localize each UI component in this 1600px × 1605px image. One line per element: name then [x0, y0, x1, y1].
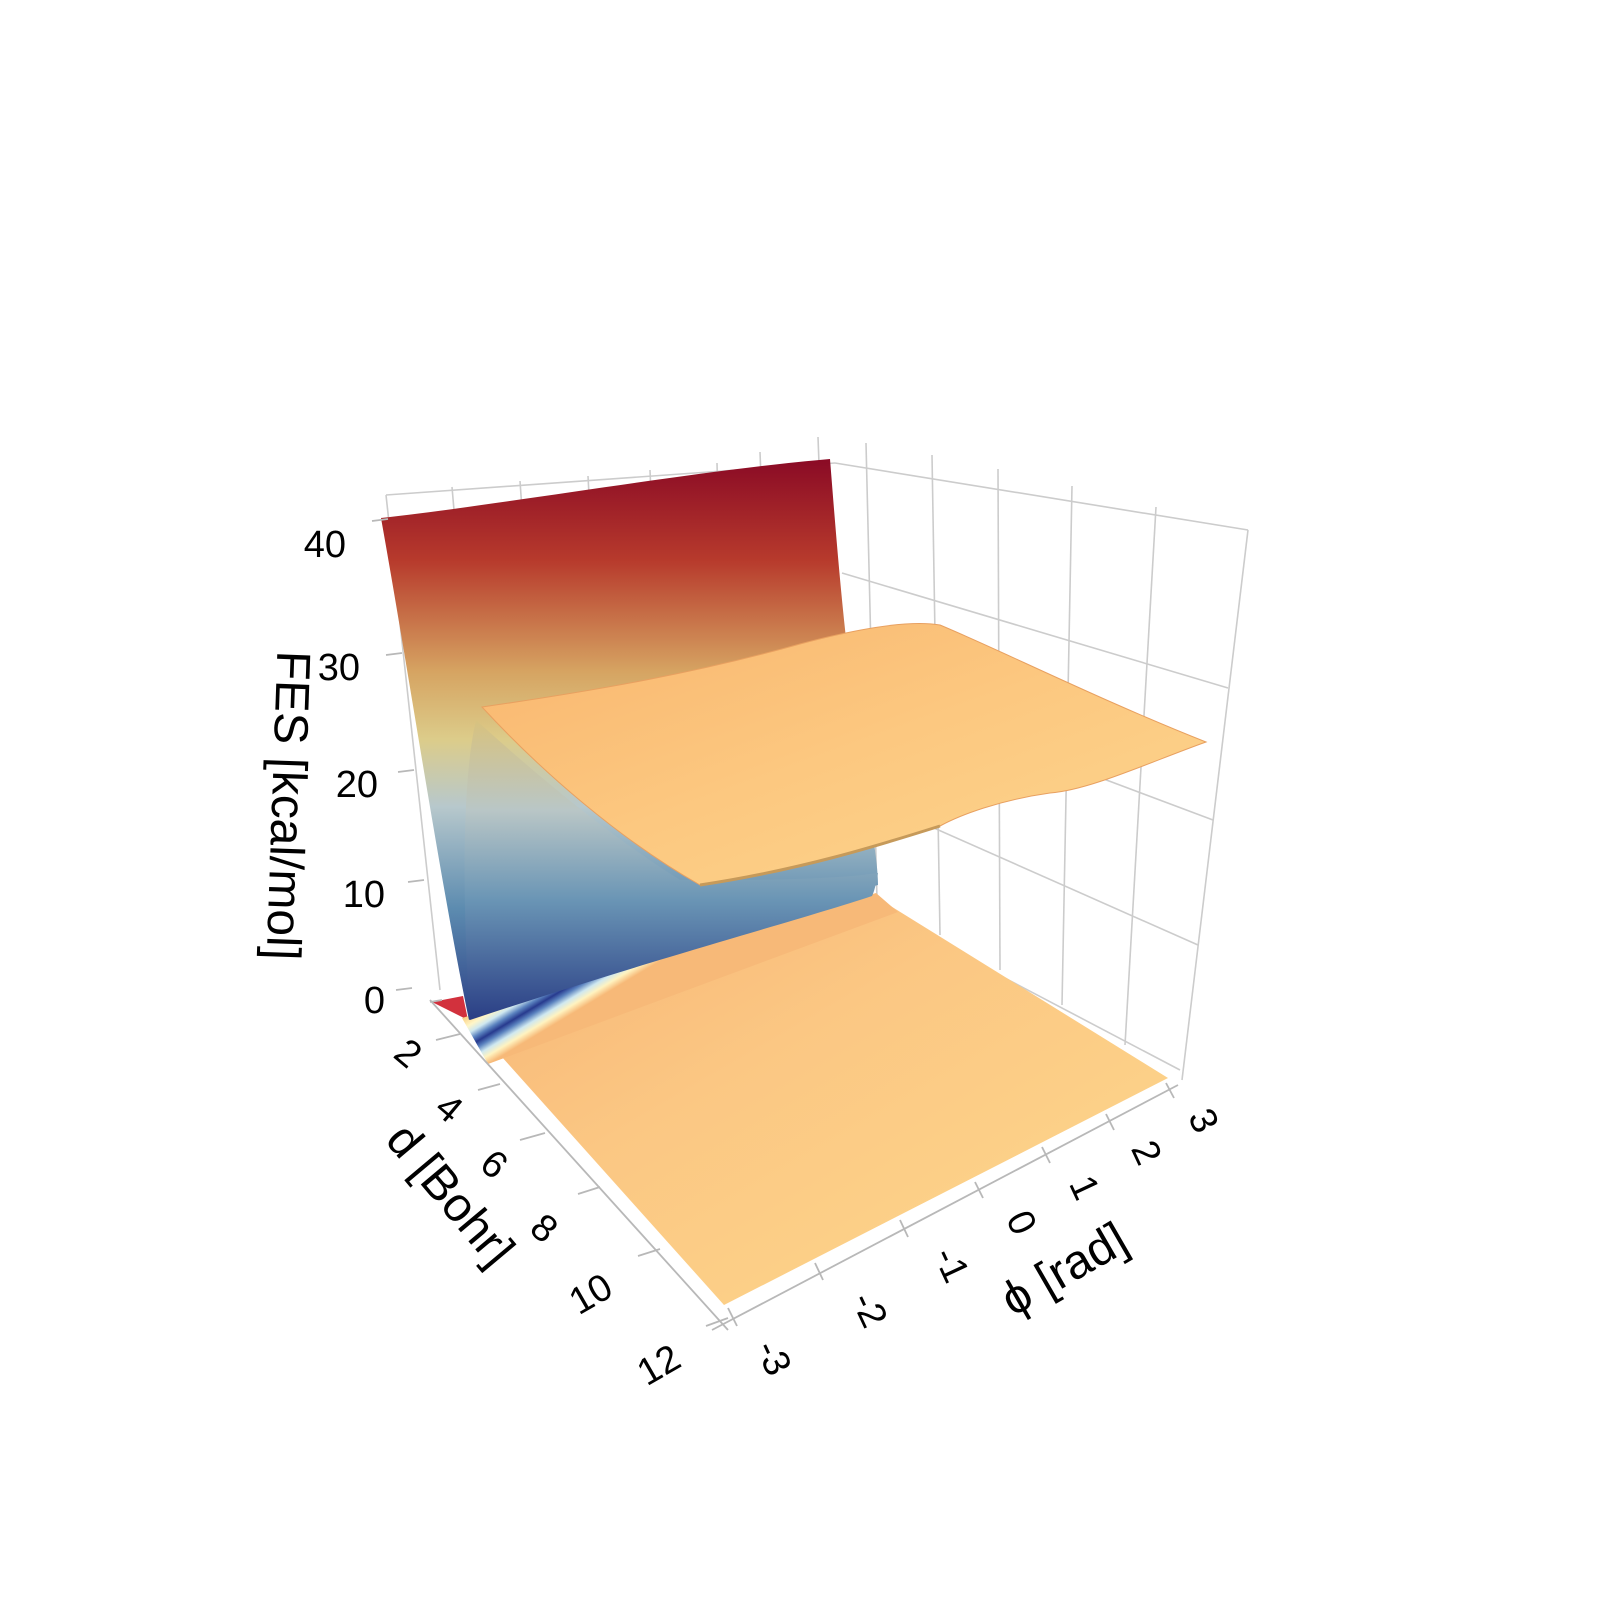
- fes-surface: [381, 459, 1208, 1305]
- z-tick-20: 20: [336, 764, 378, 806]
- tick-mark-phi-5: [1105, 1113, 1115, 1131]
- tick-mark-z-1: [407, 879, 425, 883]
- plateau-edge: [699, 824, 941, 887]
- tick-mark-d-3: [519, 1132, 546, 1141]
- axis-edge-d: [429, 999, 729, 1331]
- gridline-backwall-right-phi-5: [1181, 529, 1249, 1081]
- y-tick-8: 8: [522, 1206, 565, 1252]
- x-tick-2: 2: [1122, 1134, 1169, 1171]
- tick-mark-phi-0: [727, 1307, 738, 1327]
- gridline-backwall-right-z-0: [834, 462, 1249, 531]
- x-tick-neg3: -3: [747, 1334, 799, 1382]
- tick-mark-d-2: [477, 1083, 501, 1091]
- gridline-backwall-right-z-1: [841, 572, 1229, 689]
- z-tick-labels: 0 10 20 30 40: [304, 524, 385, 1022]
- tick-marks: [371, 518, 1179, 1331]
- x-tick-neg1: -1: [925, 1241, 977, 1289]
- y-tick-2: 2: [386, 1031, 429, 1077]
- y-axis-title: d [Bohr]: [376, 1114, 525, 1277]
- floor-minimum-band: [462, 893, 898, 1064]
- z-axis-title: FES [kcal/mol]: [256, 650, 320, 961]
- tick-mark-z-4: [371, 518, 389, 522]
- x-tick-0: 0: [997, 1204, 1044, 1241]
- y-tick-10: 10: [562, 1266, 620, 1324]
- tick-mark-phi-1: [814, 1262, 824, 1281]
- tick-mark-d-4: [577, 1186, 601, 1195]
- tick-mark-z-0: [395, 987, 413, 991]
- floor-projection-edge: [432, 996, 468, 1020]
- tick-mark-d-1: [435, 1033, 461, 1041]
- z-tick-10: 10: [343, 874, 385, 916]
- tick-mark-z-3: [385, 652, 403, 656]
- z-tick-30: 30: [318, 647, 360, 689]
- x-tick-neg2: -2: [843, 1286, 895, 1334]
- y-tick-12: 12: [630, 1337, 688, 1395]
- y-tick-4: 4: [427, 1086, 470, 1132]
- minimum-basin: [464, 720, 878, 1020]
- x-tick-1: 1: [1060, 1169, 1107, 1206]
- tick-mark-d-6: [705, 1317, 729, 1327]
- z-tick-40: 40: [304, 524, 346, 566]
- tick-mark-z-2: [397, 769, 415, 773]
- x-tick-3: 3: [1179, 1102, 1226, 1139]
- tick-mark-phi-6: [1165, 1082, 1175, 1099]
- z-tick-0: 0: [364, 980, 385, 1022]
- y-tick-6: 6: [472, 1142, 515, 1188]
- gridline-backwall-right-phi-4: [1124, 506, 1157, 1046]
- axis-edge-phi: [711, 1084, 1179, 1331]
